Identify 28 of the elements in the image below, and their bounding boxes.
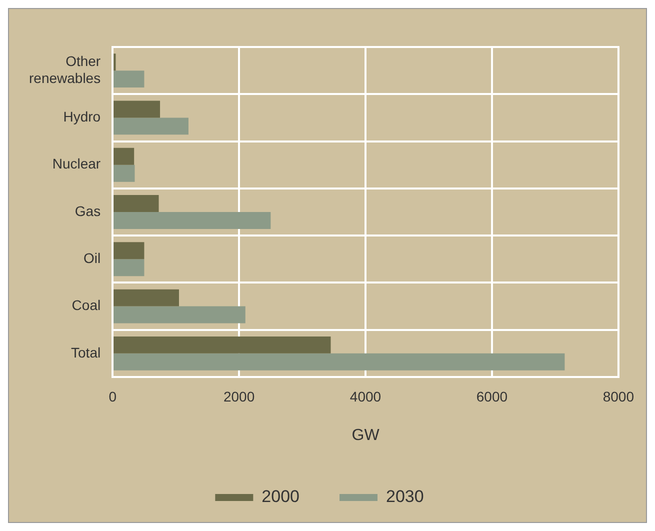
y-tick-label: Other renewables: [28, 53, 101, 86]
bar: [114, 164, 135, 182]
y-tick-label: Oil: [83, 250, 101, 266]
y-tick-label: Coal: [72, 297, 101, 314]
x-tick-label: 2000: [223, 388, 255, 404]
bar: [114, 353, 565, 370]
x-tick-label: 8000: [602, 388, 634, 404]
legend-label: 2000: [262, 487, 300, 506]
bar: [114, 195, 159, 212]
bar: [114, 336, 331, 354]
x-tick-label: 4000: [350, 388, 382, 404]
x-axis-title: GW: [352, 426, 380, 444]
legend-label: 2030: [386, 487, 424, 506]
y-tick-label: Gas: [74, 202, 101, 219]
bar: [114, 118, 188, 135]
bar: [114, 306, 246, 324]
bar: [114, 242, 144, 260]
bar: [114, 259, 144, 276]
y-tick-label: Total: [71, 344, 101, 360]
bar: [114, 70, 144, 88]
bar: [114, 212, 271, 229]
x-tick-label: 0: [108, 388, 117, 404]
y-tick-label: Hydro: [63, 108, 101, 125]
bar: [114, 100, 160, 118]
bar: [114, 148, 134, 165]
x-tick-label: 6000: [476, 388, 508, 404]
y-tick-label: Nuclear: [52, 156, 101, 172]
bar: [114, 289, 179, 306]
